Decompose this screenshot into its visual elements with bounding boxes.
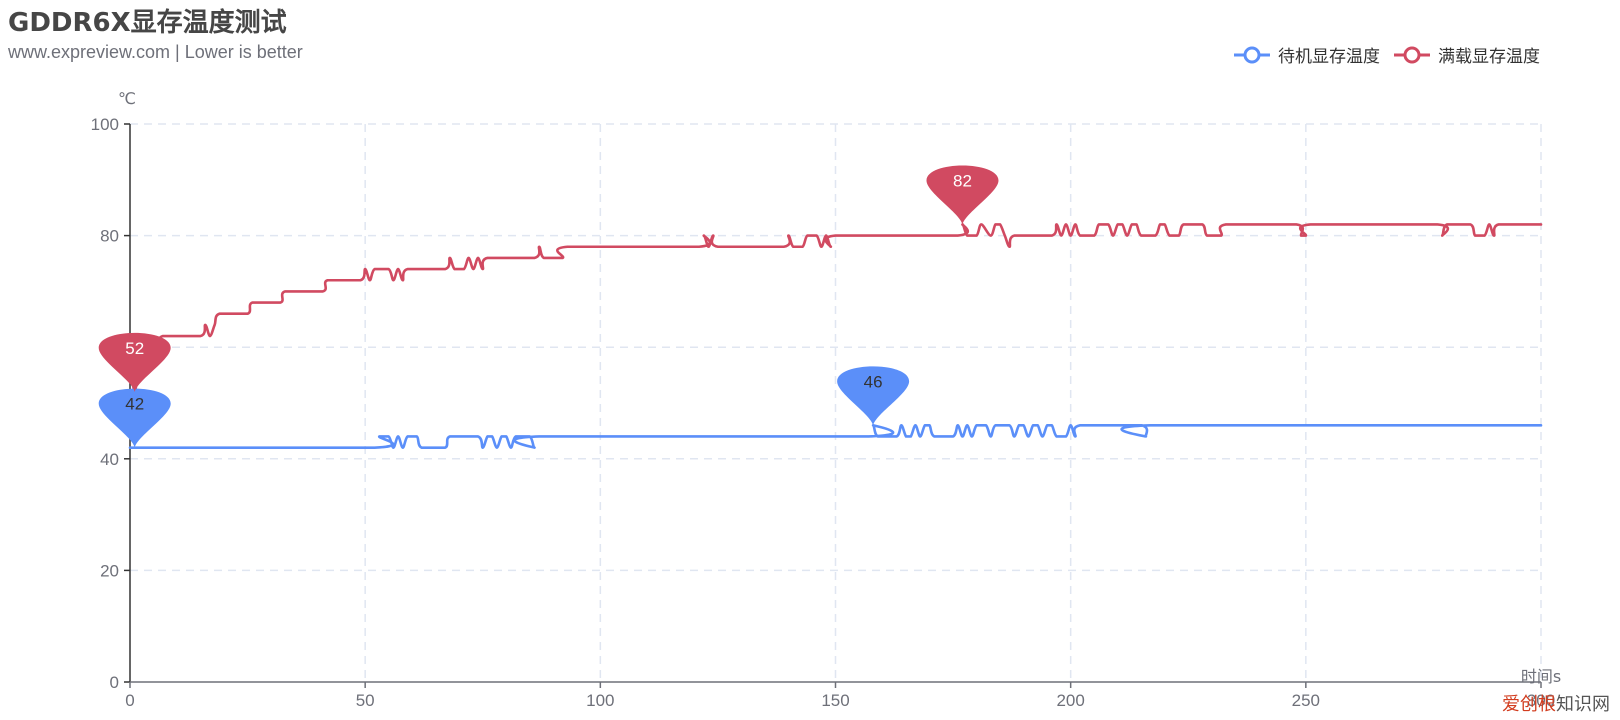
legend-item-load[interactable]: 满载显存温度 [1394, 42, 1540, 67]
pin-marker-label: 82 [953, 171, 972, 190]
pin-marker-label: 46 [864, 372, 883, 391]
pin-marker[interactable] [98, 332, 171, 392]
pin-marker-label: 52 [125, 339, 144, 358]
legend-item-idle[interactable]: 待机显存温度 [1234, 42, 1380, 67]
x-tick-label: 100 [586, 691, 614, 710]
x-tick-label: 50 [356, 691, 375, 710]
pin-marker[interactable] [98, 388, 171, 448]
x-tick-label: 250 [1292, 691, 1320, 710]
legend-label-idle: 待机显存温度 [1278, 47, 1380, 67]
x-axis-title: 时间s [1521, 667, 1561, 686]
series-line-1 [128, 223, 1543, 394]
x-tick-label: 0 [125, 691, 134, 710]
chart-subtitle: www.expreview.com | Lower is better [8, 42, 303, 62]
x-tick-label: 150 [821, 691, 849, 710]
legend-label-load: 满载显存温度 [1438, 47, 1540, 67]
pin-marker[interactable] [837, 366, 910, 426]
watermark: 爱创根知识网 [1502, 694, 1610, 715]
x-tick-label: 200 [1056, 691, 1084, 710]
series-line-0 [128, 424, 1543, 449]
legend: 待机显存温度 满载显存温度 [1234, 42, 1540, 67]
y-tick-label: 100 [91, 115, 119, 134]
legend-line-circle-icon [1394, 46, 1430, 63]
y-axis-title: ℃ [118, 89, 136, 108]
legend-line-circle-icon [1234, 46, 1270, 63]
pin-marker[interactable] [926, 165, 999, 225]
y-tick-label: 0 [110, 673, 119, 692]
chart-title: GDDR6X显存温度测试 [8, 8, 287, 38]
y-tick-label: 40 [100, 450, 119, 469]
x-tick-label: 300 [1527, 691, 1555, 710]
y-tick-label: 20 [100, 561, 119, 580]
pin-marker-label: 42 [125, 395, 144, 414]
y-tick-label: 80 [100, 227, 119, 246]
